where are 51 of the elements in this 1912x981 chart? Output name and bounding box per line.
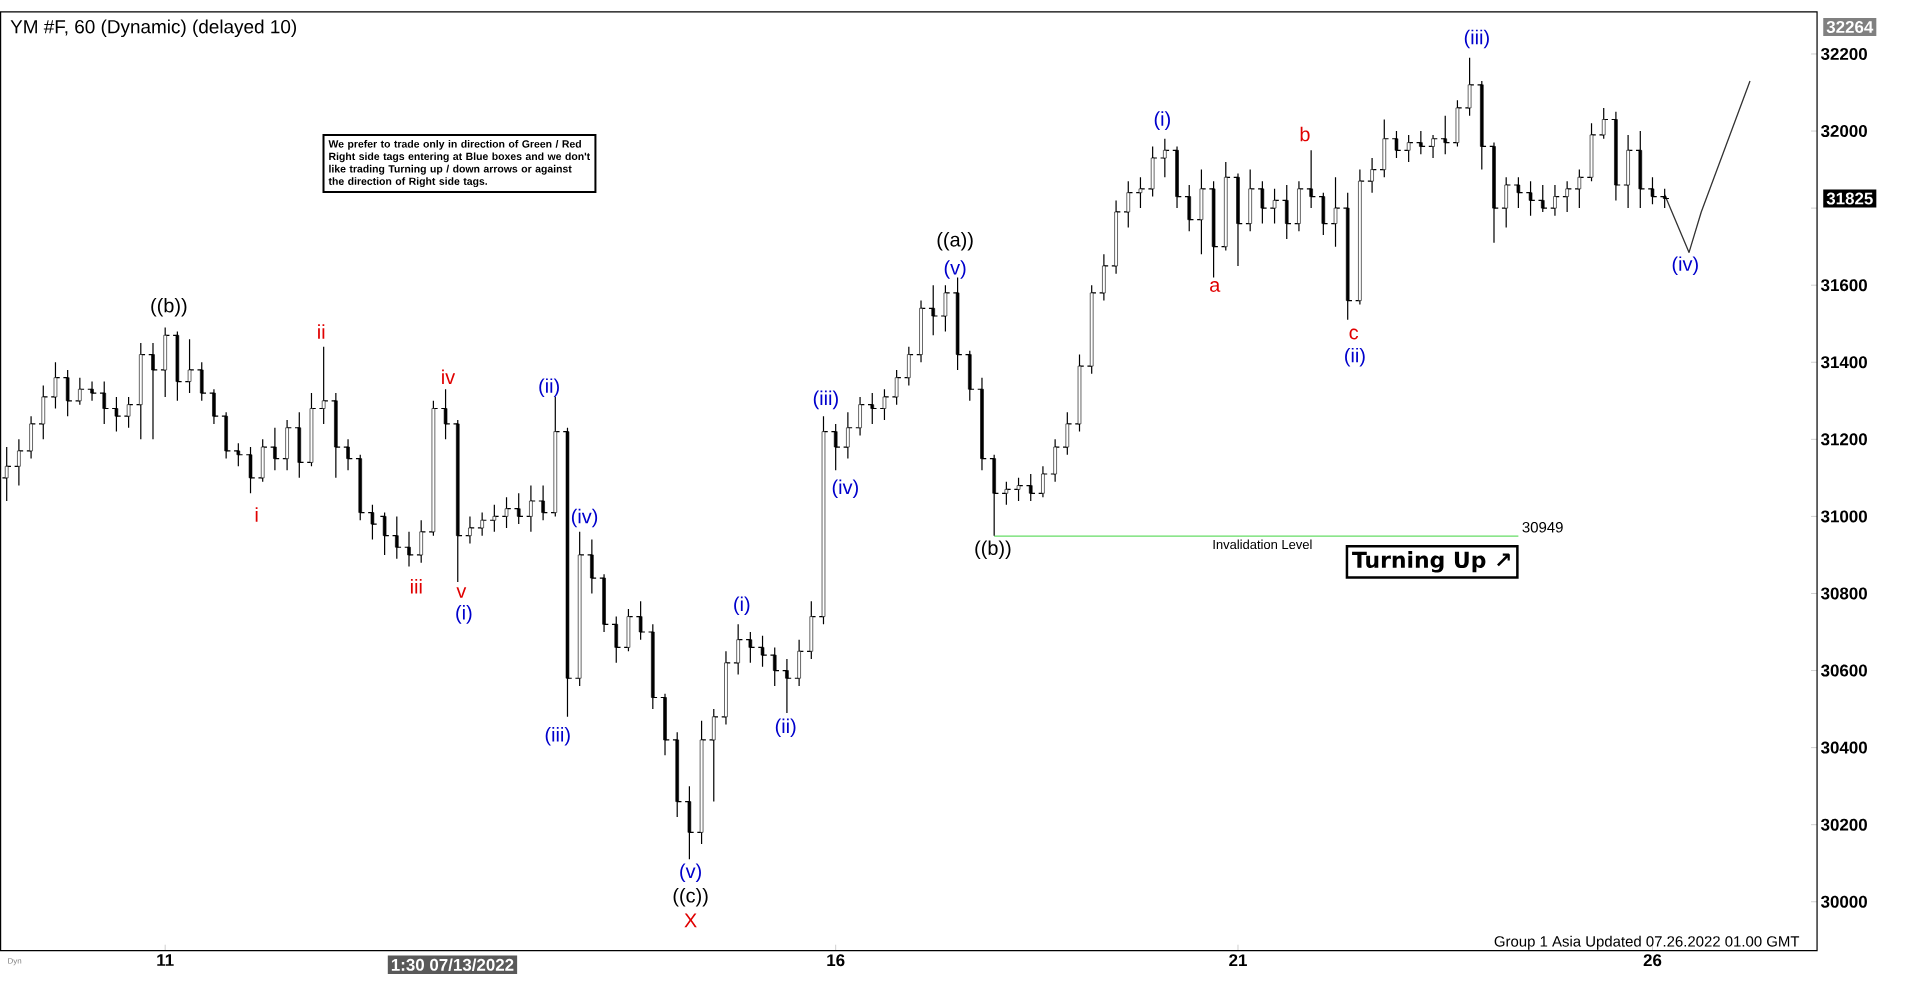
series-label: Invalidation Level xyxy=(1213,539,1312,550)
annotation: Group 1 Asia Updated 07.26.2022 01.00 GMT xyxy=(1494,935,1800,950)
annotation: (iii) xyxy=(1464,29,1489,49)
annotation: iv xyxy=(442,369,456,385)
annotation: ((c)) xyxy=(673,888,708,907)
annotation: (i) xyxy=(734,596,750,616)
annotation: (ii) xyxy=(775,718,796,738)
annotation: ((b)) xyxy=(151,298,187,317)
annotation: a xyxy=(1210,281,1221,293)
chart-title: YM #F, 60 (Dynamic) (delayed 10) xyxy=(10,19,297,38)
annotation: i xyxy=(255,507,258,522)
annotation: (i) xyxy=(456,605,472,624)
y-tick-label: 30000 xyxy=(1820,895,1867,908)
y-tick-label: 30400 xyxy=(1820,741,1867,754)
y-tick-label: 31600 xyxy=(1820,279,1867,292)
annotation: (ii) xyxy=(1345,348,1365,367)
y-tick-label: 31400 xyxy=(1820,356,1867,369)
y-tick-label: 32000 xyxy=(1820,125,1867,138)
annotation: (iv) xyxy=(1672,256,1698,276)
annotation: (i) xyxy=(1154,111,1170,131)
y-tick-label: 31200 xyxy=(1820,433,1867,446)
data-label: 30949 xyxy=(1522,522,1563,533)
annotation: b xyxy=(1300,126,1310,142)
annotation: iii xyxy=(410,579,422,594)
annotation: (iv) xyxy=(571,508,598,528)
annotation: (v) xyxy=(944,260,966,279)
y-tick-label: 30600 xyxy=(1820,664,1867,677)
annotation: v xyxy=(456,587,467,598)
annotation: (iv) xyxy=(832,479,858,499)
annotation: ((b)) xyxy=(975,540,1011,560)
annotation: We prefer to trade only in direction of Green / Red Right side tags entering at Blue boxes and we don't like trading Turning up / down arrows or against the direction of Right side tags. xyxy=(328,140,591,188)
annotation: (v) xyxy=(680,863,701,883)
annotation: ii xyxy=(318,324,325,339)
y-tick-label: 31000 xyxy=(1820,510,1867,523)
annotation: (iii) xyxy=(545,727,570,746)
x-tick-label: 16 xyxy=(827,954,845,967)
annotation: X xyxy=(684,913,697,928)
y-tick-label: 30200 xyxy=(1820,818,1867,831)
y-tick-label: 32200 xyxy=(1820,48,1867,61)
annotation: (ii) xyxy=(539,378,559,398)
annotation: ((a)) xyxy=(937,232,973,251)
text: 32264 xyxy=(1826,21,1874,34)
x-tick-label: 21 xyxy=(1229,954,1247,967)
text: 1:30 07/13/2022 xyxy=(391,958,514,972)
x-tick-label: 11 xyxy=(157,954,174,967)
text: 31825 xyxy=(1826,192,1873,205)
y-tick-label: 30800 xyxy=(1820,587,1867,600)
annotation: Turning Up ↗ xyxy=(1352,551,1510,573)
x-tick-label: 26 xyxy=(1643,954,1662,967)
annotation: (iii) xyxy=(813,390,838,410)
annotation: c xyxy=(1349,328,1359,340)
